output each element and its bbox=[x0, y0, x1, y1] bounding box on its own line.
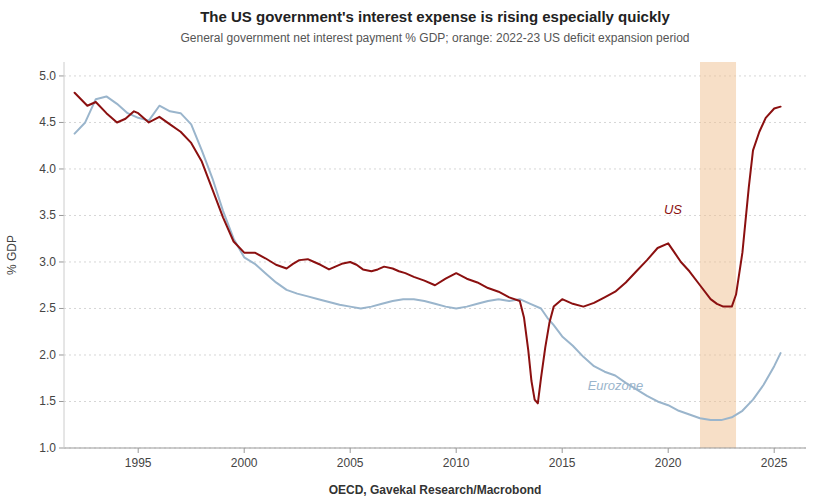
y-tick-label: 2.5 bbox=[39, 301, 56, 315]
x-axis bbox=[64, 448, 806, 449]
y-tick-label: 4.0 bbox=[39, 162, 56, 176]
y-tick bbox=[59, 75, 64, 76]
y-tick-label: 4.5 bbox=[39, 115, 56, 129]
y-tick-label: 3.0 bbox=[39, 255, 56, 269]
chart: The US government's interest expense is … bbox=[0, 0, 827, 504]
grid bbox=[64, 76, 806, 448]
x-tick bbox=[138, 448, 139, 453]
x-tick bbox=[456, 448, 457, 453]
series-line bbox=[75, 96, 781, 420]
y-tick-label: 2.0 bbox=[39, 348, 56, 362]
grid-line bbox=[64, 448, 806, 449]
title: The US government's interest expense is … bbox=[200, 8, 670, 25]
grid-line bbox=[64, 354, 806, 355]
x-tick-label: 2010 bbox=[443, 456, 470, 470]
grid-line bbox=[64, 215, 806, 216]
x-tick bbox=[244, 448, 245, 453]
y-tick bbox=[59, 122, 64, 123]
x-tick bbox=[350, 448, 351, 453]
x-tick bbox=[774, 448, 775, 453]
x-tick bbox=[562, 448, 563, 453]
y-tick-label: 1.0 bbox=[39, 441, 56, 455]
x-tick-label: 2015 bbox=[549, 456, 576, 470]
grid-line bbox=[64, 122, 806, 123]
y-tick bbox=[59, 261, 64, 262]
x-tick-label: 2000 bbox=[231, 456, 258, 470]
y-tick bbox=[59, 308, 64, 309]
y-tick bbox=[59, 354, 64, 355]
x-tick-label: 2025 bbox=[761, 456, 788, 470]
y-tick bbox=[59, 168, 64, 169]
shaded-range bbox=[700, 62, 736, 448]
annotation: Eurozone bbox=[588, 378, 644, 393]
subtitle: General government net interest payment … bbox=[181, 31, 690, 45]
y-tick bbox=[59, 448, 64, 449]
y-axis-label: % GDP bbox=[5, 235, 19, 275]
grid-line bbox=[64, 75, 806, 76]
y-axis bbox=[64, 62, 65, 448]
x-tick bbox=[668, 448, 669, 453]
series-line bbox=[75, 93, 781, 404]
annotation: US bbox=[664, 202, 682, 217]
grid-line bbox=[64, 308, 806, 309]
grid-line bbox=[64, 401, 806, 402]
source: OECD, Gavekal Research/Macrobond bbox=[329, 483, 542, 497]
grid-line bbox=[64, 261, 806, 262]
x-tick-label: 2005 bbox=[337, 456, 364, 470]
y-tick-label: 1.5 bbox=[39, 394, 56, 408]
y-tick-label: 5.0 bbox=[39, 69, 56, 83]
y-tick-label: 3.5 bbox=[39, 208, 56, 222]
grid-line bbox=[64, 168, 806, 169]
x-tick-label: 2020 bbox=[655, 456, 682, 470]
y-tick bbox=[59, 215, 64, 216]
y-tick bbox=[59, 401, 64, 402]
x-tick-label: 1995 bbox=[125, 456, 152, 470]
plot-area bbox=[75, 62, 781, 448]
